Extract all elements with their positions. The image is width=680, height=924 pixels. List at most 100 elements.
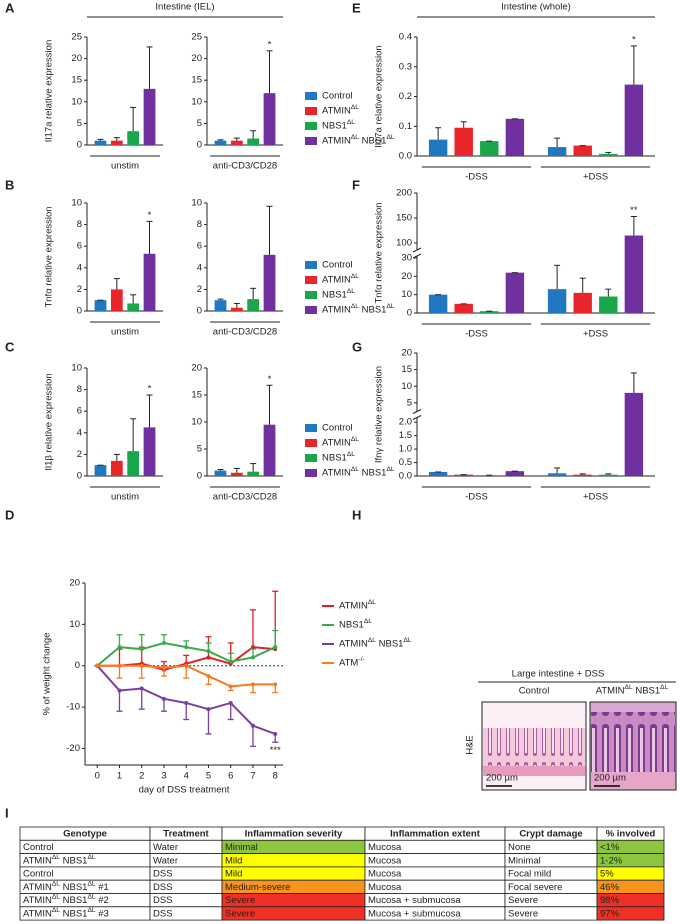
- error-bar: [130, 106, 137, 132]
- y-tick-label: 10: [401, 381, 412, 392]
- bar: [547, 147, 567, 156]
- error-bar: [249, 725, 256, 748]
- y-tick-label: 0.2: [399, 91, 412, 102]
- table-text: Focal severe: [508, 882, 562, 893]
- error-bar: [630, 372, 637, 393]
- error-bar: [146, 220, 153, 254]
- panel-letter: B: [5, 177, 14, 192]
- error-bar: [113, 278, 120, 290]
- bar: [143, 427, 156, 476]
- error-bar: [138, 688, 145, 710]
- tissue: [483, 728, 585, 768]
- y-tick-label: 200: [396, 188, 412, 199]
- y-tick-label: 0.0: [399, 471, 412, 482]
- legend-label: Control: [322, 91, 353, 102]
- table-text: Severe: [508, 908, 538, 919]
- point: [161, 665, 166, 670]
- tissue: [591, 772, 675, 789]
- table-text: Control: [23, 842, 54, 853]
- error-bar: [250, 287, 257, 300]
- error-bar: [217, 298, 224, 301]
- y-tick-label: 5: [407, 397, 412, 408]
- y-tick-label: 20: [401, 348, 412, 359]
- bar: [599, 296, 618, 313]
- superscript: ΔL: [347, 288, 355, 295]
- table-text: 98%: [600, 895, 620, 906]
- table-text: Water: [153, 842, 178, 853]
- table-text: 5%: [600, 869, 614, 880]
- y-tick-label: 0.0: [399, 151, 412, 162]
- bar: [624, 392, 644, 476]
- error-bar: [233, 302, 240, 308]
- y-tick-label: 10: [401, 289, 412, 300]
- y-tick-label: 0: [77, 140, 82, 151]
- y-axis-label: % of weight change: [42, 633, 53, 716]
- table-cell: [221, 866, 366, 881]
- table-cell: [221, 853, 366, 868]
- bar: [94, 465, 107, 476]
- table-text: None: [508, 842, 531, 853]
- y-axis-label: Ifnγ relative expression: [374, 366, 385, 463]
- legend-label: ATMINΔL NBS1ΔL: [322, 466, 395, 478]
- error-bar: [554, 137, 561, 148]
- y-tick-label: 4: [77, 427, 82, 438]
- legend-label: NBS1ΔL: [339, 618, 372, 630]
- bar: [127, 131, 140, 145]
- legend-swatch: [305, 454, 317, 462]
- superscript: ΔL: [52, 881, 60, 888]
- bar: [599, 153, 618, 156]
- point: [228, 659, 233, 664]
- table-text: DSS: [153, 869, 173, 880]
- legend-label: ATMINΔL NBS1ΔL: [339, 637, 412, 649]
- y-tick-label: 0: [77, 306, 82, 317]
- bar: [547, 473, 567, 476]
- legend-swatch: [305, 439, 317, 447]
- legend-label: ATMINΔL: [322, 436, 359, 448]
- error-bar: [160, 698, 167, 712]
- error-bar: [116, 648, 123, 666]
- y-tick-label: 1.0: [399, 444, 412, 455]
- bar: [263, 93, 276, 145]
- superscript: ΔL: [351, 466, 359, 473]
- legend-swatch: [305, 291, 317, 299]
- legend-swatch: [305, 424, 317, 432]
- bar: [624, 84, 644, 156]
- superscript: ΔL: [87, 894, 95, 901]
- point: [273, 645, 278, 650]
- y-tick-label: 15: [191, 390, 202, 401]
- significance: ***: [270, 745, 281, 756]
- point: [250, 682, 255, 687]
- y-tick-label: 5: [197, 444, 202, 455]
- table-text: ATMINΔL NBS1ΔL #2: [23, 894, 109, 906]
- y-tick-label: 2: [77, 449, 82, 460]
- point: [206, 655, 211, 660]
- table-text: Severe: [508, 895, 538, 906]
- y-tick-label: 15: [401, 364, 412, 375]
- bar: [143, 253, 156, 311]
- error-bar: [138, 665, 145, 679]
- y-tick-label: 8: [77, 384, 82, 395]
- histology-title: Large intestine + DSS: [512, 669, 605, 680]
- error-bar: [183, 702, 190, 721]
- y-axis-label: Tnfα relative expression: [44, 206, 55, 307]
- axis-break: [412, 247, 422, 253]
- table-text: 46%: [600, 882, 620, 893]
- y-tick-label: 6: [77, 406, 82, 417]
- error-bar: [146, 394, 153, 428]
- panel-letter: H: [352, 507, 361, 522]
- bar: [247, 471, 260, 476]
- y-tick-label: 20: [69, 578, 80, 589]
- superscript: ΔL: [52, 854, 60, 861]
- bar: [94, 300, 107, 311]
- legend-swatch: [305, 107, 317, 115]
- table-text: Mild: [225, 855, 242, 866]
- error-bar: [116, 634, 123, 648]
- bar: [454, 127, 473, 156]
- panel-letter: A: [5, 0, 15, 15]
- y-tick-label: 10: [71, 198, 82, 209]
- x-tick-label: 1: [117, 771, 122, 782]
- significance: *: [632, 34, 636, 45]
- legend-swatch: [305, 306, 317, 314]
- error-bar: [130, 418, 137, 452]
